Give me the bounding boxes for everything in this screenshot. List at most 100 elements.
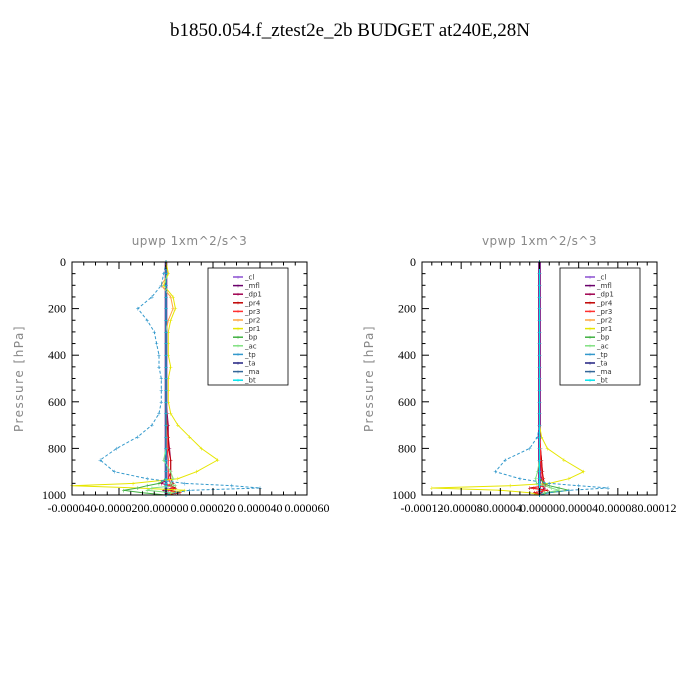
x-tick-label: -0.00012 [401,501,444,515]
data-point: + [150,486,154,493]
data-point: + [166,399,170,406]
data-point: + [164,493,168,500]
legend-label: _ac [596,342,609,350]
data-point: + [164,329,168,336]
legend-marker: + [588,327,592,333]
y-tick-label: 800 [398,441,416,455]
data-point: + [131,481,135,488]
data-point: + [157,353,161,360]
data-point: + [532,486,536,493]
data-point: + [166,376,170,383]
data-point: + [539,458,543,465]
data-point: + [164,493,168,500]
data-point: + [540,483,544,490]
legend-marker: + [236,353,240,359]
data-point: + [157,411,161,418]
data-point: + [145,483,149,490]
legend-label: _ma [596,368,612,376]
data-point: + [537,493,541,500]
data-point: + [557,486,561,493]
legend-marker: + [236,275,240,281]
data-point: + [540,476,544,483]
data-point: + [164,493,168,500]
data-point: + [164,271,168,278]
legend-label: _bp [244,334,258,342]
data-point: + [537,493,541,500]
data-point: + [115,446,119,453]
legend: + _cl + _mfl + _dp1 + _pr4 + _pr3 + _pr2 + _pr1 + _bp + _… [559,267,641,386]
x-tick-label: 0.000060 [285,501,330,515]
data-point: + [169,481,173,488]
data-point: + [537,493,541,500]
data-point: + [173,490,177,497]
x-tick-label: 0.00008 [598,501,637,515]
data-point: + [166,488,170,495]
data-point: + [537,341,541,348]
legend-label: _pr4 [596,299,613,307]
data-point: + [164,318,168,325]
legend-marker: + [236,318,240,324]
data-point: + [187,434,191,441]
legend-label: _ta [596,360,608,368]
data-point: + [164,294,168,301]
data-point: + [535,481,539,488]
data-point: + [162,458,166,465]
data-point: + [162,488,166,495]
data-point: + [577,483,581,490]
data-point: + [537,493,541,500]
legend-marker: + [236,293,240,299]
data-point: + [171,306,175,313]
data-point: + [164,423,168,430]
data-point: + [535,469,539,476]
x-tick-label: -0.000020 [95,501,144,515]
data-point: + [157,481,161,488]
data-point: + [171,476,175,483]
data-point: + [159,283,163,290]
data-point: + [159,481,163,488]
data-point: + [537,493,541,500]
x-tick-label: 0.00004 [559,501,598,515]
data-point: + [199,446,203,453]
data-point: + [547,481,551,488]
data-point: + [537,294,541,301]
data-point: + [537,318,541,325]
data-point: + [173,490,177,497]
legend-label: _bt [596,377,608,385]
data-point: + [537,376,541,383]
data-point: + [159,376,163,383]
data-point: + [171,294,175,301]
data-point: + [164,493,168,500]
data-point: + [534,476,538,483]
data-point: + [542,481,546,488]
x-tick-label: 0.000000 [144,501,189,515]
legend-marker: + [588,275,592,281]
legend-label: _dp1 [596,291,614,299]
data-point: + [169,458,173,465]
data-point: + [537,271,541,278]
legend-label: _pr2 [596,317,612,325]
data-point: + [173,306,177,313]
y-tick-label: 800 [48,441,66,455]
data-point: + [537,423,541,430]
data-point: + [166,353,170,360]
legend-label: _dp1 [244,291,262,299]
data-point: + [165,446,169,453]
panel-title: upwp 1xm^2/s^3 [132,234,248,248]
data-point: + [537,493,541,500]
data-point: + [539,434,543,441]
data-point: + [169,481,173,488]
data-point: + [165,411,169,418]
y-tick-label: 200 [398,302,416,316]
legend-marker: + [236,336,240,342]
data-point: + [537,493,541,500]
data-point: + [171,486,175,493]
y-tick-label: 600 [48,395,66,409]
data-point: + [162,283,166,290]
legend-marker: + [236,310,240,316]
data-point: + [537,493,541,500]
legend-label: _ac [244,342,257,350]
data-point: + [136,486,140,493]
legend-marker: + [588,370,592,376]
y-tick-label: 0 [60,255,66,269]
